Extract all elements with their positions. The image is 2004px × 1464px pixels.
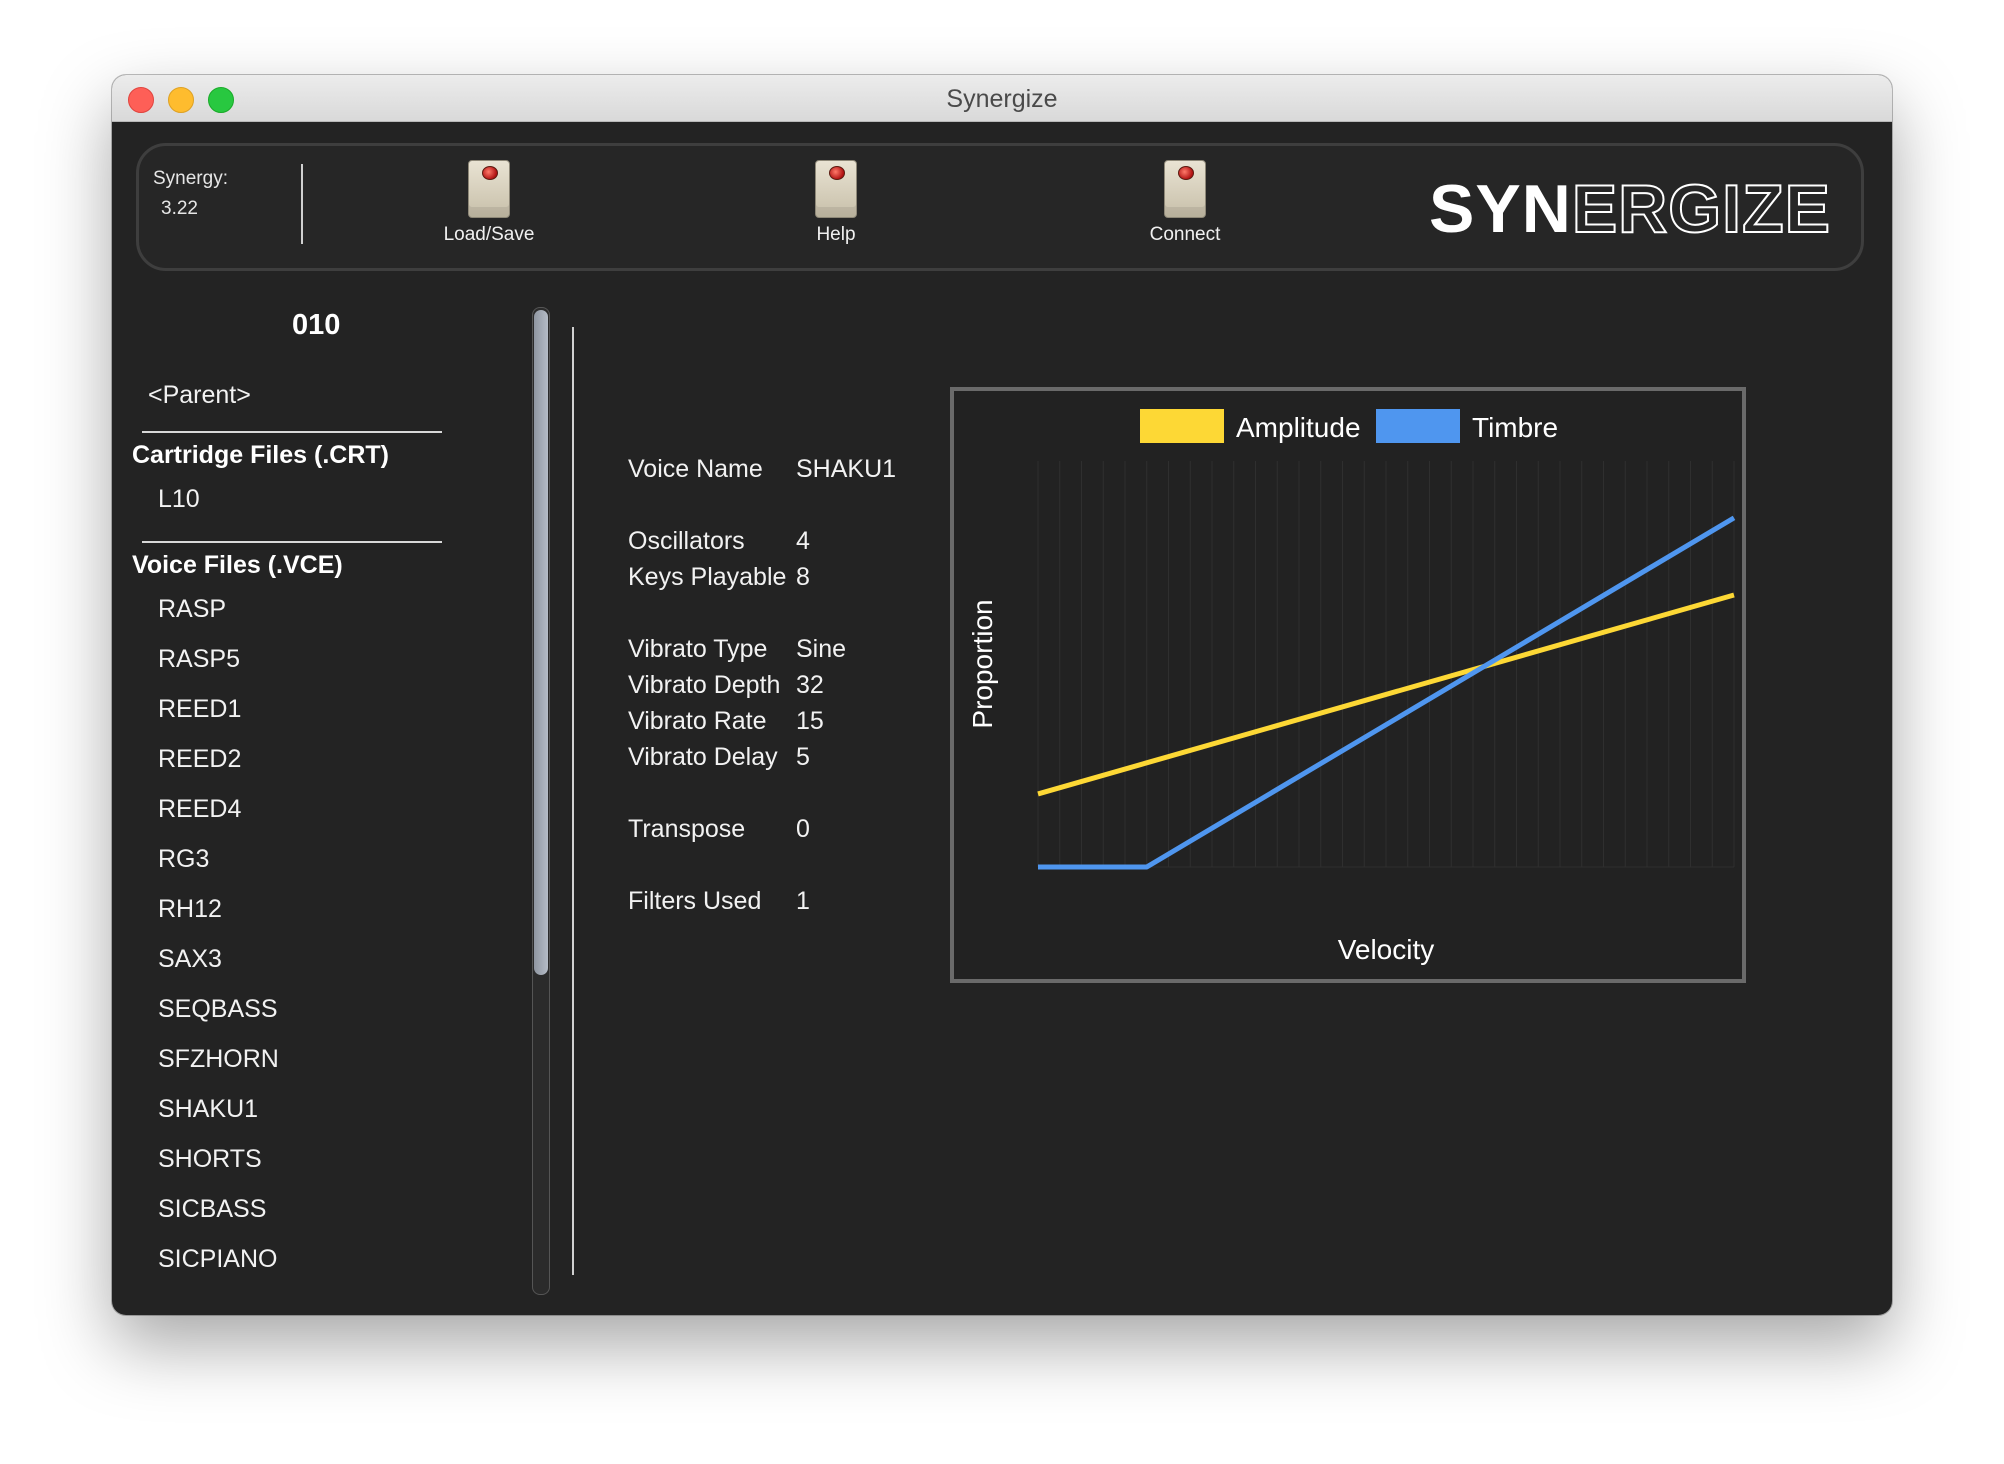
cartridge-file-item[interactable]: L10 [158, 485, 200, 513]
legend-swatch-timbre [1376, 409, 1460, 443]
oscillators-label: Oscillators [628, 527, 745, 555]
file-browser: 010 <Parent> Cartridge Files (.CRT) L10 … [112, 295, 532, 1295]
voice-file-item[interactable]: RH12 [158, 895, 222, 923]
connect-button[interactable]: Connect [1105, 160, 1265, 246]
voice-file-item[interactable]: SICPIANO [158, 1245, 278, 1273]
led-icon [829, 166, 845, 180]
voice-file-item[interactable]: SEQBASS [158, 995, 278, 1023]
load-save-button[interactable]: Load/Save [409, 160, 569, 246]
keys-playable-label: Keys Playable [628, 563, 787, 591]
logo-bold-text: SYN [1429, 171, 1572, 247]
vibrato-delay-value: 5 [796, 743, 810, 771]
panel-divider [572, 327, 574, 1275]
voice-name-value: SHAKU1 [796, 455, 897, 483]
toolbar: Synergy: 3.22 Load/Save Help Connect SYN… [136, 143, 1864, 271]
title-bar[interactable]: Synergize [112, 75, 1892, 122]
voice-file-item[interactable]: RASP [158, 595, 227, 623]
vibrato-depth-label: Vibrato Depth [628, 671, 781, 699]
vibrato-type-label: Vibrato Type [628, 635, 768, 663]
key-switch-icon [815, 160, 857, 218]
voice-file-item[interactable]: RASP5 [158, 645, 240, 673]
app-window: Synergize Synergy: 3.22 Load/Save Help C… [112, 75, 1892, 1315]
key-switch-icon [468, 160, 510, 218]
scrollbar-thumb[interactable] [534, 310, 548, 975]
chart-svg: Amplitude Timbre Velocity Proportion [967, 409, 1736, 965]
synergize-logo: SYNERGIZE [1429, 170, 1831, 248]
cartridge-files-header: Cartridge Files (.CRT) [132, 441, 389, 469]
velocity-chart: Amplitude Timbre Velocity Proportion [950, 387, 1746, 983]
synergy-version: 3.22 [161, 198, 198, 219]
vibrato-rate-value: 15 [796, 707, 824, 735]
voice-file-item[interactable]: REED1 [158, 695, 242, 723]
series-line-timbre [1038, 515, 1736, 870]
voice-file-item[interactable]: SFZHORN [158, 1045, 279, 1073]
transpose-label: Transpose [628, 815, 746, 843]
y-axis-label: Proportion [967, 599, 998, 728]
vibrato-depth-value: 32 [796, 671, 824, 699]
minimize-window-button[interactable] [168, 87, 194, 113]
legend-label-timbre: Timbre [1472, 412, 1558, 443]
help-label: Help [816, 224, 856, 245]
voice-file-item[interactable]: SHAKU1 [158, 1095, 259, 1123]
transpose-value: 0 [796, 815, 810, 843]
toolbar-divider [301, 164, 303, 244]
series-line-amplitude [1037, 592, 1735, 797]
separator [142, 431, 442, 433]
legend-label-amplitude: Amplitude [1236, 412, 1361, 443]
logo-outline-text: ERGIZE [1571, 170, 1831, 248]
close-window-button[interactable] [128, 87, 154, 113]
vibrato-type-value: Sine [796, 635, 847, 663]
vibrato-rate-label: Vibrato Rate [628, 707, 767, 735]
filters-used-value: 1 [796, 887, 810, 915]
current-directory: 010 [292, 309, 341, 341]
voice-files-header: Voice Files (.VCE) [132, 551, 343, 579]
synergy-label: Synergy: [153, 168, 228, 189]
voice-file-item[interactable]: SAX3 [158, 945, 222, 973]
zoom-window-button[interactable] [208, 87, 234, 113]
filters-used-label: Filters Used [628, 887, 762, 915]
oscillators-value: 4 [796, 527, 810, 555]
help-button[interactable]: Help [756, 160, 916, 246]
connect-label: Connect [1149, 224, 1221, 245]
voice-file-item[interactable]: REED2 [158, 745, 242, 773]
key-switch-icon [1164, 160, 1206, 218]
file-list-scrollbar[interactable] [532, 307, 550, 1295]
voice-file-item[interactable]: SHORTS [158, 1145, 262, 1173]
keys-playable-value: 8 [796, 563, 810, 591]
led-icon [1178, 166, 1194, 180]
voice-file-item[interactable]: SICBASS [158, 1195, 267, 1223]
led-icon [482, 166, 498, 180]
x-axis-label: Velocity [1338, 934, 1435, 965]
window-title: Synergize [946, 85, 1058, 113]
voice-file-item[interactable]: RG3 [158, 845, 210, 873]
legend-swatch-amplitude [1140, 409, 1224, 443]
load-save-label: Load/Save [443, 224, 535, 245]
voice-name-label: Voice Name [628, 455, 763, 483]
voice-file-item[interactable]: REED4 [158, 795, 242, 823]
separator [142, 541, 442, 543]
synergy-version-block: Synergy: 3.22 [153, 164, 228, 224]
vibrato-delay-label: Vibrato Delay [628, 743, 778, 771]
parent-directory-link[interactable]: <Parent> [148, 381, 251, 409]
